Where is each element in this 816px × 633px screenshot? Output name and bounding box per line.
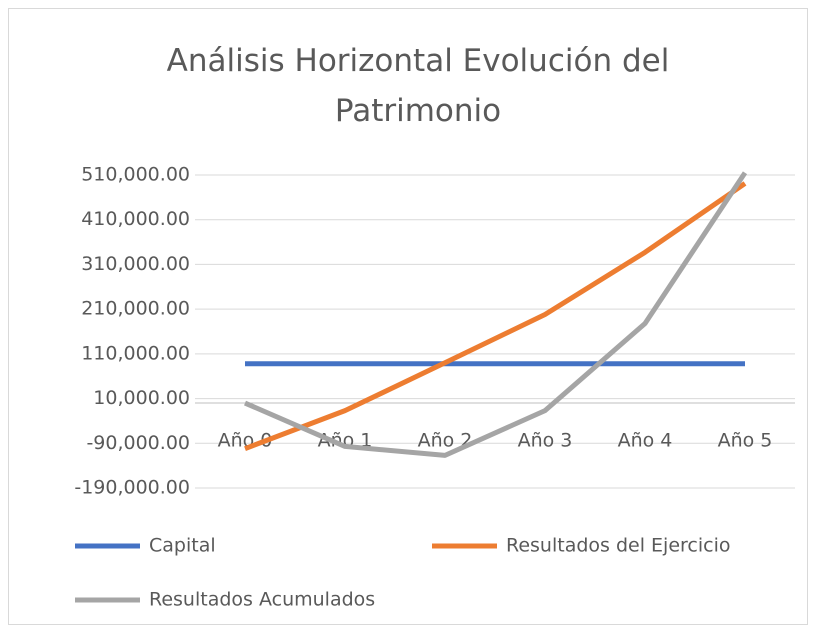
chart-border xyxy=(8,8,808,625)
x-tick-label: Año 5 xyxy=(718,430,773,452)
x-tick-label: Año 2 xyxy=(418,430,473,452)
x-tick-label: Año 3 xyxy=(518,430,573,452)
y-tick-label: -190,000.00 xyxy=(74,477,190,499)
y-tick-label: 410,000.00 xyxy=(81,208,190,230)
y-tick-label: 10,000.00 xyxy=(93,387,190,409)
chart-title: Análisis Horizontal Evolución del Patrim… xyxy=(166,43,670,129)
x-tick-label: Año 4 xyxy=(618,430,673,452)
y-tick-label: 510,000.00 xyxy=(81,164,190,186)
legend-label: Capital xyxy=(149,535,216,557)
legend-label: Resultados del Ejercicio xyxy=(506,535,730,557)
y-tick-label: 110,000.00 xyxy=(81,342,190,364)
series-line xyxy=(244,181,747,451)
y-tick-label: 210,000.00 xyxy=(81,298,190,320)
y-tick-label: -90,000.00 xyxy=(86,432,190,454)
legend-label: Resultados Acumulados xyxy=(149,589,375,611)
y-tick-label: 310,000.00 xyxy=(81,253,190,275)
series-line xyxy=(244,171,748,458)
